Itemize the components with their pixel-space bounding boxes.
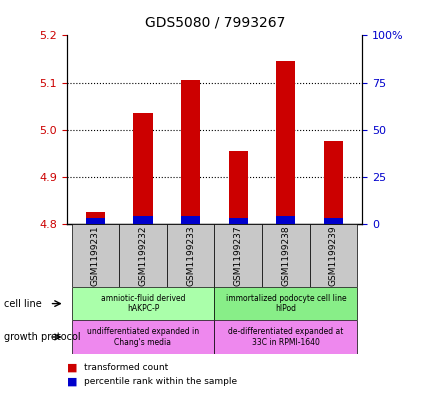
Text: ■: ■ xyxy=(67,362,77,373)
Bar xyxy=(309,224,356,287)
Bar xyxy=(323,141,342,224)
Text: GSM1199231: GSM1199231 xyxy=(91,225,100,286)
Text: de-differentiated expanded at
33C in RPMI-1640: de-differentiated expanded at 33C in RPM… xyxy=(227,327,343,347)
Bar xyxy=(276,61,295,224)
Bar xyxy=(119,224,166,287)
Bar xyxy=(71,224,119,287)
Text: amniotic-fluid derived
hAKPC-P: amniotic-fluid derived hAKPC-P xyxy=(101,294,185,313)
Text: percentile rank within the sample: percentile rank within the sample xyxy=(84,377,236,386)
Text: growth protocol: growth protocol xyxy=(4,332,81,342)
Text: GSM1199233: GSM1199233 xyxy=(186,225,195,286)
Text: GSM1199239: GSM1199239 xyxy=(328,225,337,286)
Bar xyxy=(86,219,104,224)
Text: transformed count: transformed count xyxy=(84,363,168,372)
Text: GSM1199237: GSM1199237 xyxy=(233,225,242,286)
Text: cell line: cell line xyxy=(4,299,42,309)
Bar xyxy=(276,217,295,224)
Bar xyxy=(214,287,356,320)
Bar xyxy=(133,113,152,224)
Text: undifferentiated expanded in
Chang's media: undifferentiated expanded in Chang's med… xyxy=(87,327,199,347)
Bar xyxy=(166,224,214,287)
Text: GSM1199232: GSM1199232 xyxy=(138,225,147,286)
Text: GDS5080 / 7993267: GDS5080 / 7993267 xyxy=(145,16,285,30)
Bar xyxy=(228,219,247,224)
Bar xyxy=(261,224,309,287)
Text: GSM1199238: GSM1199238 xyxy=(281,225,290,286)
Bar xyxy=(214,320,356,354)
Bar xyxy=(71,320,214,354)
Bar xyxy=(228,151,247,224)
Bar xyxy=(133,217,152,224)
Bar xyxy=(71,287,214,320)
Bar xyxy=(214,224,261,287)
Bar xyxy=(86,212,104,224)
Bar xyxy=(323,219,342,224)
Text: immortalized podocyte cell line
hIPod: immortalized podocyte cell line hIPod xyxy=(225,294,345,313)
Bar xyxy=(181,80,200,224)
Bar xyxy=(181,217,200,224)
Text: ■: ■ xyxy=(67,376,77,386)
